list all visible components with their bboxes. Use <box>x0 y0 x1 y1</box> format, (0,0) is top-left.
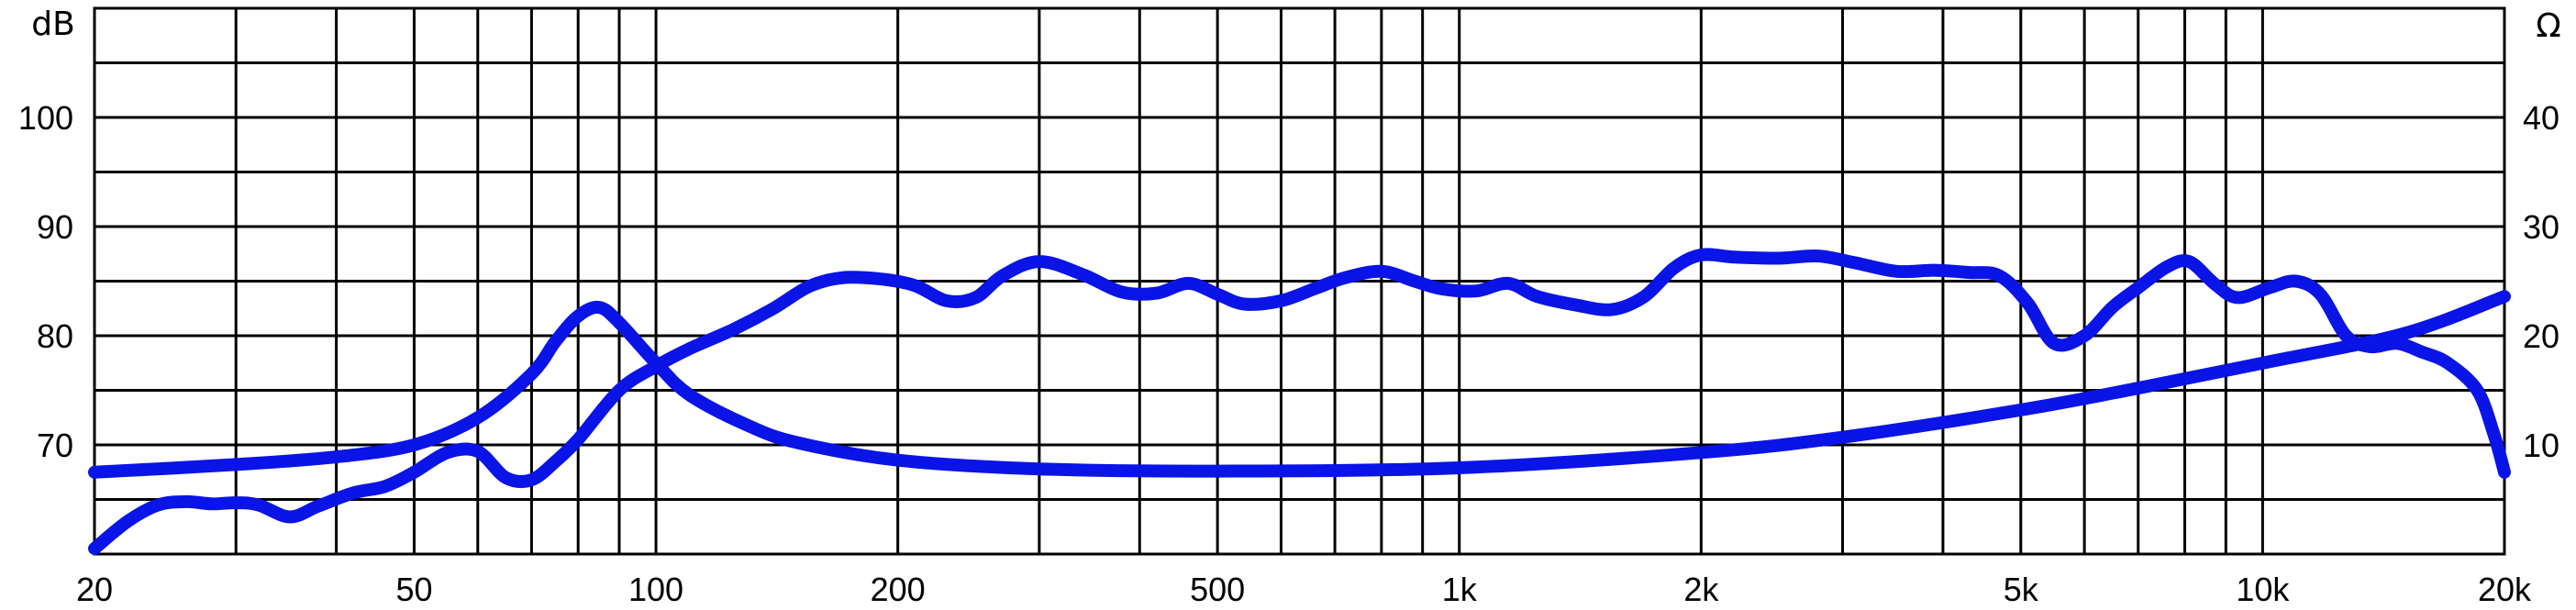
x-tick-label: 1k <box>1442 571 1478 608</box>
x-tick-label: 500 <box>1190 571 1245 608</box>
x-tick-label: 20k <box>2478 571 2532 608</box>
y-right-tick-label: 10 <box>2523 427 2559 464</box>
y-right-unit-label: Ω <box>2536 7 2561 45</box>
y-right-tick-label: 30 <box>2523 208 2559 246</box>
x-tick-label: 5k <box>2004 571 2039 608</box>
y-right-tick-label: 40 <box>2523 99 2559 137</box>
y-left-tick-label: 90 <box>37 208 73 246</box>
x-tick-label: 50 <box>395 571 432 608</box>
y-left-unit-label: dB <box>31 6 75 43</box>
x-tick-label: 20 <box>76 571 113 608</box>
plot-frame <box>93 6 2506 556</box>
y-left-tick-label: 100 <box>18 99 73 137</box>
y-right-tick-labels: 10 20 30 40 <box>2523 99 2559 464</box>
x-tick-label: 100 <box>628 571 683 608</box>
x-tick-label: 10k <box>2236 571 2290 608</box>
impedance-series-line <box>88 290 2511 479</box>
x-tick-labels: 20 50 100 200 500 1k 2k 5k 10k 20k <box>76 571 2532 608</box>
series-layer <box>88 248 2511 555</box>
y-left-tick-labels: 70 80 90 100 <box>18 99 73 464</box>
x-tick-label: 2k <box>1683 571 1719 608</box>
spl-series-line <box>88 248 2511 555</box>
y-left-tick-label: 80 <box>37 317 73 355</box>
x-tick-label: 200 <box>871 571 926 608</box>
y-right-tick-label: 20 <box>2523 317 2559 355</box>
y-left-tick-label: 70 <box>37 427 73 464</box>
